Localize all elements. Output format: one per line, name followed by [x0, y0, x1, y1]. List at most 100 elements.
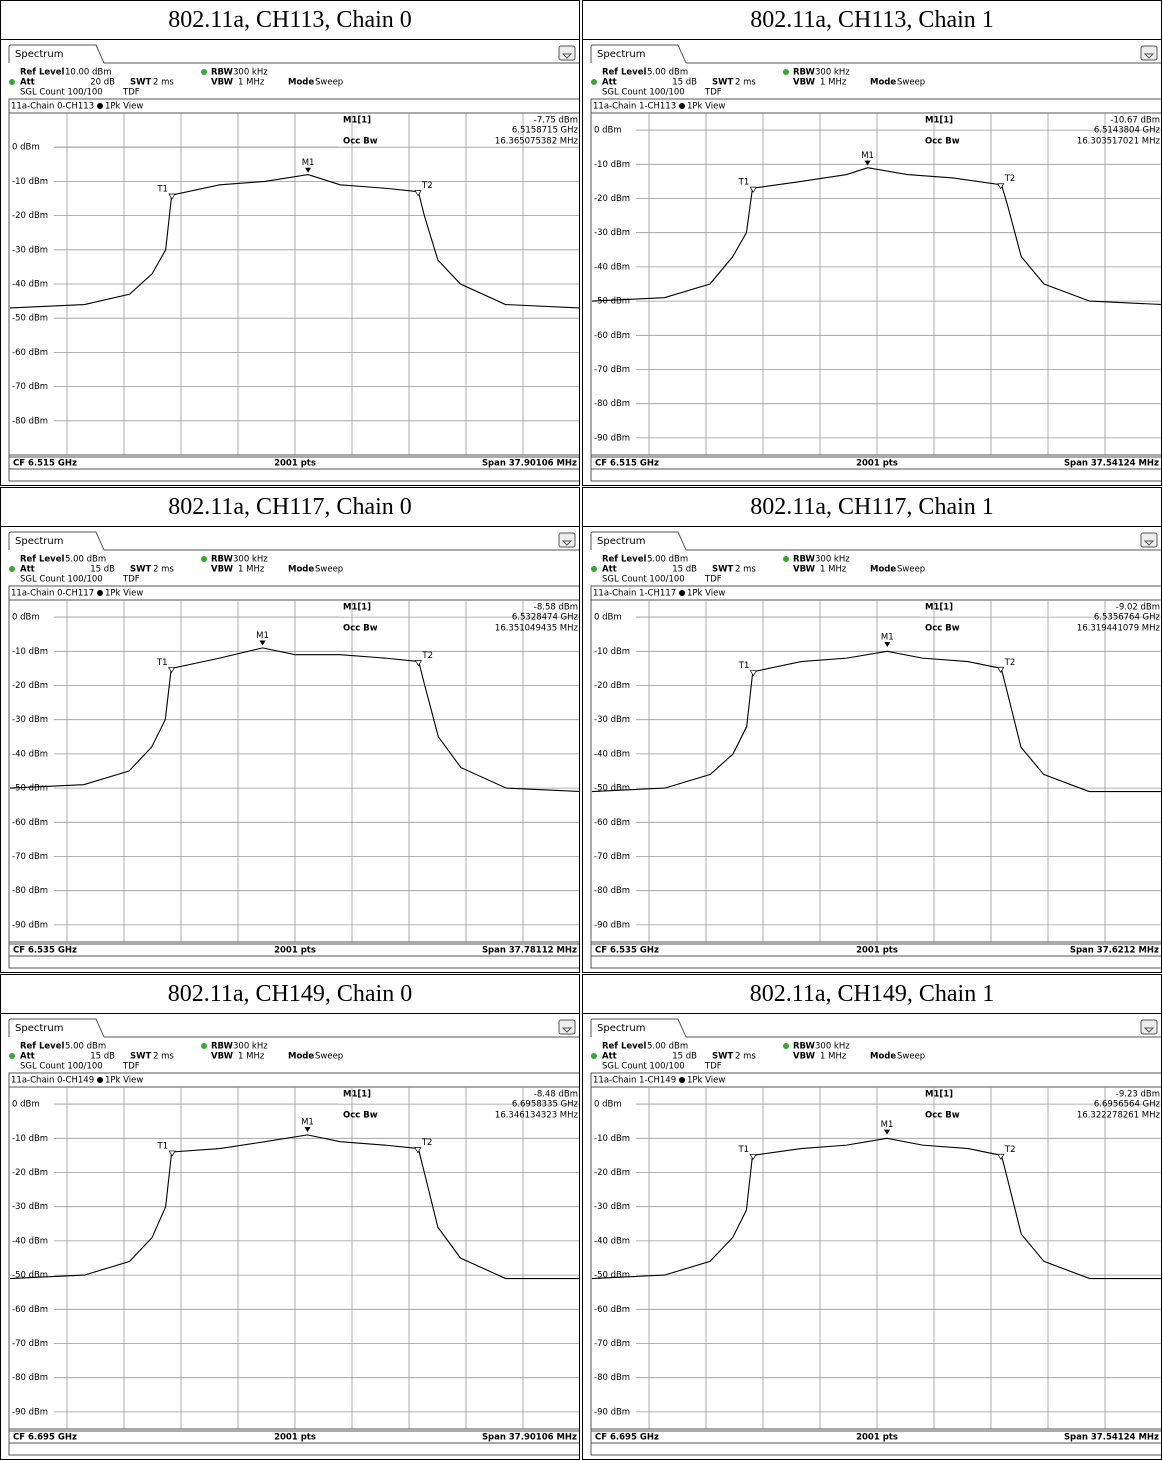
marker-name: M1[1] — [925, 116, 953, 126]
setting-value: SGL Count 100/100 — [20, 575, 103, 585]
tab-label: Spectrum — [15, 49, 63, 60]
spectrum-screenshot: Spectrum Ref Level 5.00 dBm RBW 300 kHz Att 15… — [8, 1015, 579, 1457]
marker-t-label: T1 — [156, 658, 168, 668]
panel-background — [590, 41, 1161, 483]
marker-m1-label: M1 — [881, 632, 894, 642]
panel-cell: 802.11a, CH113, Chain 1 Spectrum Ref Level… — [582, 0, 1162, 486]
setting-value: TDF — [122, 575, 140, 585]
setting-value: TDF — [122, 1062, 140, 1072]
occ-bw-label: Occ Bw — [925, 137, 960, 147]
spectrum-trace — [9, 1134, 579, 1280]
setting-label: SWT — [130, 78, 151, 88]
marker-m1 — [305, 167, 312, 173]
center-frequency: CF 6.695 GHz — [595, 1433, 659, 1443]
setting-label: RBW — [793, 68, 816, 78]
setting-label: Ref Level — [602, 555, 646, 565]
menu-icon — [1140, 1019, 1158, 1035]
sweep-points: 2001 pts — [856, 1433, 898, 1443]
marker-frequency: 6.5356764 GHz — [1094, 613, 1161, 623]
setting-label: Mode — [288, 565, 314, 575]
sweep-points: 2001 pts — [856, 459, 898, 469]
status-dot — [9, 566, 15, 572]
marker-level: -9.23 dBm — [1116, 1090, 1160, 1100]
marker-frequency: 6.6956564 GHz — [1094, 1100, 1161, 1110]
setting-value: 300 kHz — [233, 555, 268, 565]
tab — [590, 1018, 687, 1038]
setting-label: SWT — [712, 78, 733, 88]
status-dot — [201, 1043, 207, 1049]
panel-heading: 802.11a, CH113, Chain 0 — [1, 1, 579, 40]
marker-level: -8.58 dBm — [534, 603, 578, 613]
trace-dot — [679, 1077, 685, 1083]
y-tick-label: -70 dBm — [594, 852, 630, 862]
center-frequency: CF 6.515 GHz — [13, 459, 77, 469]
trace-title: 11a-Chain 1-CH149 — [593, 1076, 676, 1086]
y-tick-label: -10 dBm — [594, 1134, 630, 1144]
marker-m1-label: M1 — [302, 158, 315, 168]
setting-label: VBW — [211, 78, 234, 88]
sweep-points: 2001 pts — [274, 1433, 316, 1443]
y-tick-label: -40 dBm — [12, 280, 48, 290]
setting-value: 15 dB — [672, 565, 697, 575]
setting-value: 5.00 dBm — [65, 555, 106, 565]
span: Span 37.90106 MHz — [482, 1433, 577, 1443]
y-tick-label: -70 dBm — [12, 382, 48, 392]
trace-dot — [97, 103, 103, 109]
marker-t — [997, 1153, 1005, 1160]
setting-value: 1 MHz — [238, 78, 265, 88]
marker-t-label: T2 — [421, 651, 433, 661]
y-tick-label: -10 dBm — [594, 647, 630, 657]
marker-t-label: T2 — [1004, 658, 1016, 668]
y-tick-label: -20 dBm — [594, 681, 630, 691]
marker-name: M1[1] — [343, 603, 371, 613]
spectrum-trace — [591, 167, 1161, 306]
y-tick-label: -50 dBm — [12, 314, 48, 324]
y-tick-label: -80 dBm — [594, 1373, 630, 1383]
setting-value: 2 ms — [153, 1052, 174, 1062]
status-bar — [590, 943, 1161, 957]
y-tick-label: -70 dBm — [594, 365, 630, 375]
status-dot — [201, 556, 207, 562]
y-tick-label: -40 dBm — [12, 1236, 48, 1246]
y-tick-label: -40 dBm — [12, 749, 48, 759]
menu-icon — [558, 532, 576, 548]
y-tick-label: -70 dBm — [12, 852, 48, 862]
setting-value: 300 kHz — [815, 68, 850, 78]
setting-value: 15 dB — [90, 565, 115, 575]
setting-label: Att — [20, 1052, 35, 1062]
panel-cell: 802.11a, CH117, Chain 0 Spectrum Ref Level… — [0, 487, 580, 973]
y-tick-label: -20 dBm — [594, 194, 630, 204]
setting-value: 5.00 dBm — [647, 68, 688, 78]
occ-bw-value: 16.365075382 MHz — [495, 137, 579, 147]
tab — [8, 44, 105, 64]
setting-label: VBW — [793, 1052, 816, 1062]
y-tick-label: -10 dBm — [12, 177, 48, 187]
trace-title: 11a-Chain 0-CH117 — [11, 589, 94, 599]
tab — [8, 531, 105, 551]
panel-background — [590, 528, 1161, 970]
y-tick-label: -60 dBm — [594, 818, 630, 828]
y-tick-label: 0 dBm — [594, 126, 622, 136]
setting-value: 5.00 dBm — [647, 555, 688, 565]
y-tick-label: -40 dBm — [594, 262, 630, 272]
y-tick-label: -30 dBm — [12, 715, 48, 725]
tab — [590, 44, 687, 64]
y-tick-label: 0 dBm — [12, 1100, 40, 1110]
setting-value: 300 kHz — [233, 68, 268, 78]
status-dot — [783, 69, 789, 75]
occ-bw-label: Occ Bw — [925, 624, 960, 634]
span: Span 37.90106 MHz — [482, 459, 577, 469]
marker-level: -8.48 dBm — [534, 1090, 578, 1100]
panel-background — [8, 528, 579, 970]
y-tick-label: -70 dBm — [12, 1339, 48, 1349]
marker-t — [168, 1150, 176, 1157]
tab — [8, 1018, 105, 1038]
panel-cell: 802.11a, CH113, Chain 0 Spectrum Ref Level… — [0, 0, 580, 486]
trace-title: 11a-Chain 0-CH113 — [11, 102, 94, 112]
setting-value: 1 MHz — [820, 1052, 847, 1062]
setting-label: Mode — [288, 78, 314, 88]
marker-t-label: T2 — [421, 1138, 433, 1148]
occ-bw-label: Occ Bw — [343, 624, 378, 634]
y-tick-label: -50 dBm — [594, 1271, 630, 1281]
status-dot — [201, 69, 207, 75]
